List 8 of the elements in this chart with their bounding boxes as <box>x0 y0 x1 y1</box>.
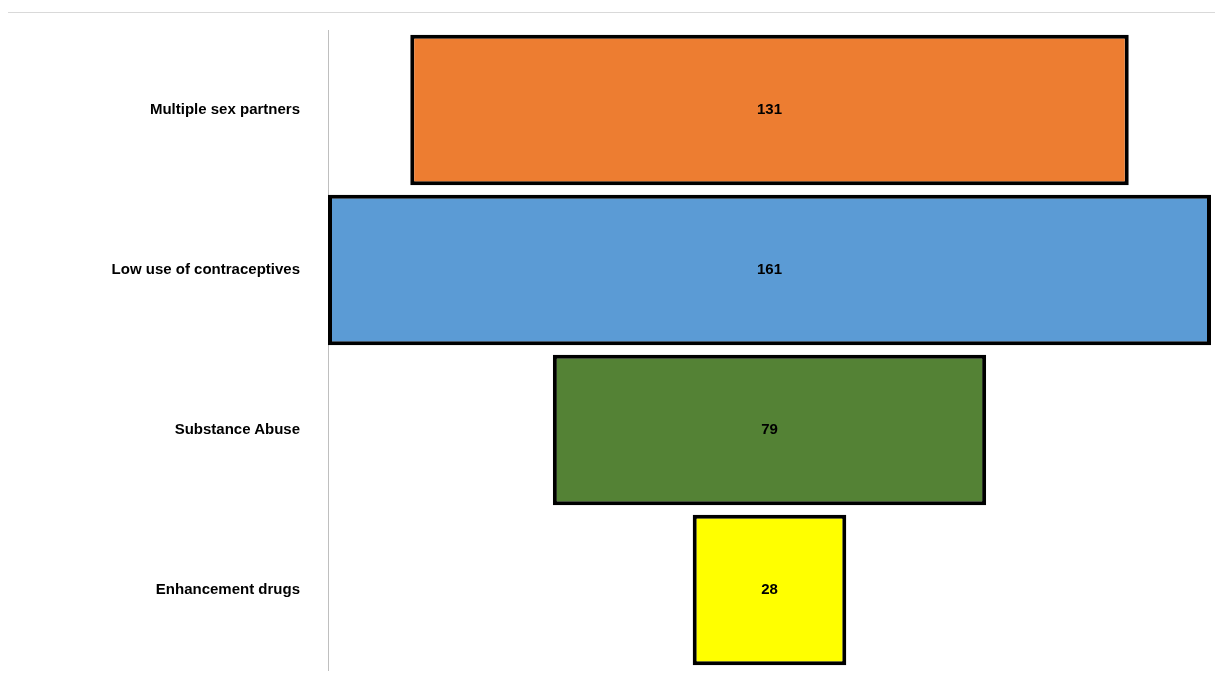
category-label: Substance Abuse <box>174 420 300 438</box>
data-label: 161 <box>756 260 783 278</box>
category-label: Low use of contraceptives <box>111 260 300 278</box>
category-label: Multiple sex partners <box>149 100 300 118</box>
data-label: 79 <box>761 420 778 438</box>
category-label: Enhancement drugs <box>155 580 300 598</box>
data-label: 131 <box>756 100 783 118</box>
data-label: 28 <box>761 580 778 598</box>
